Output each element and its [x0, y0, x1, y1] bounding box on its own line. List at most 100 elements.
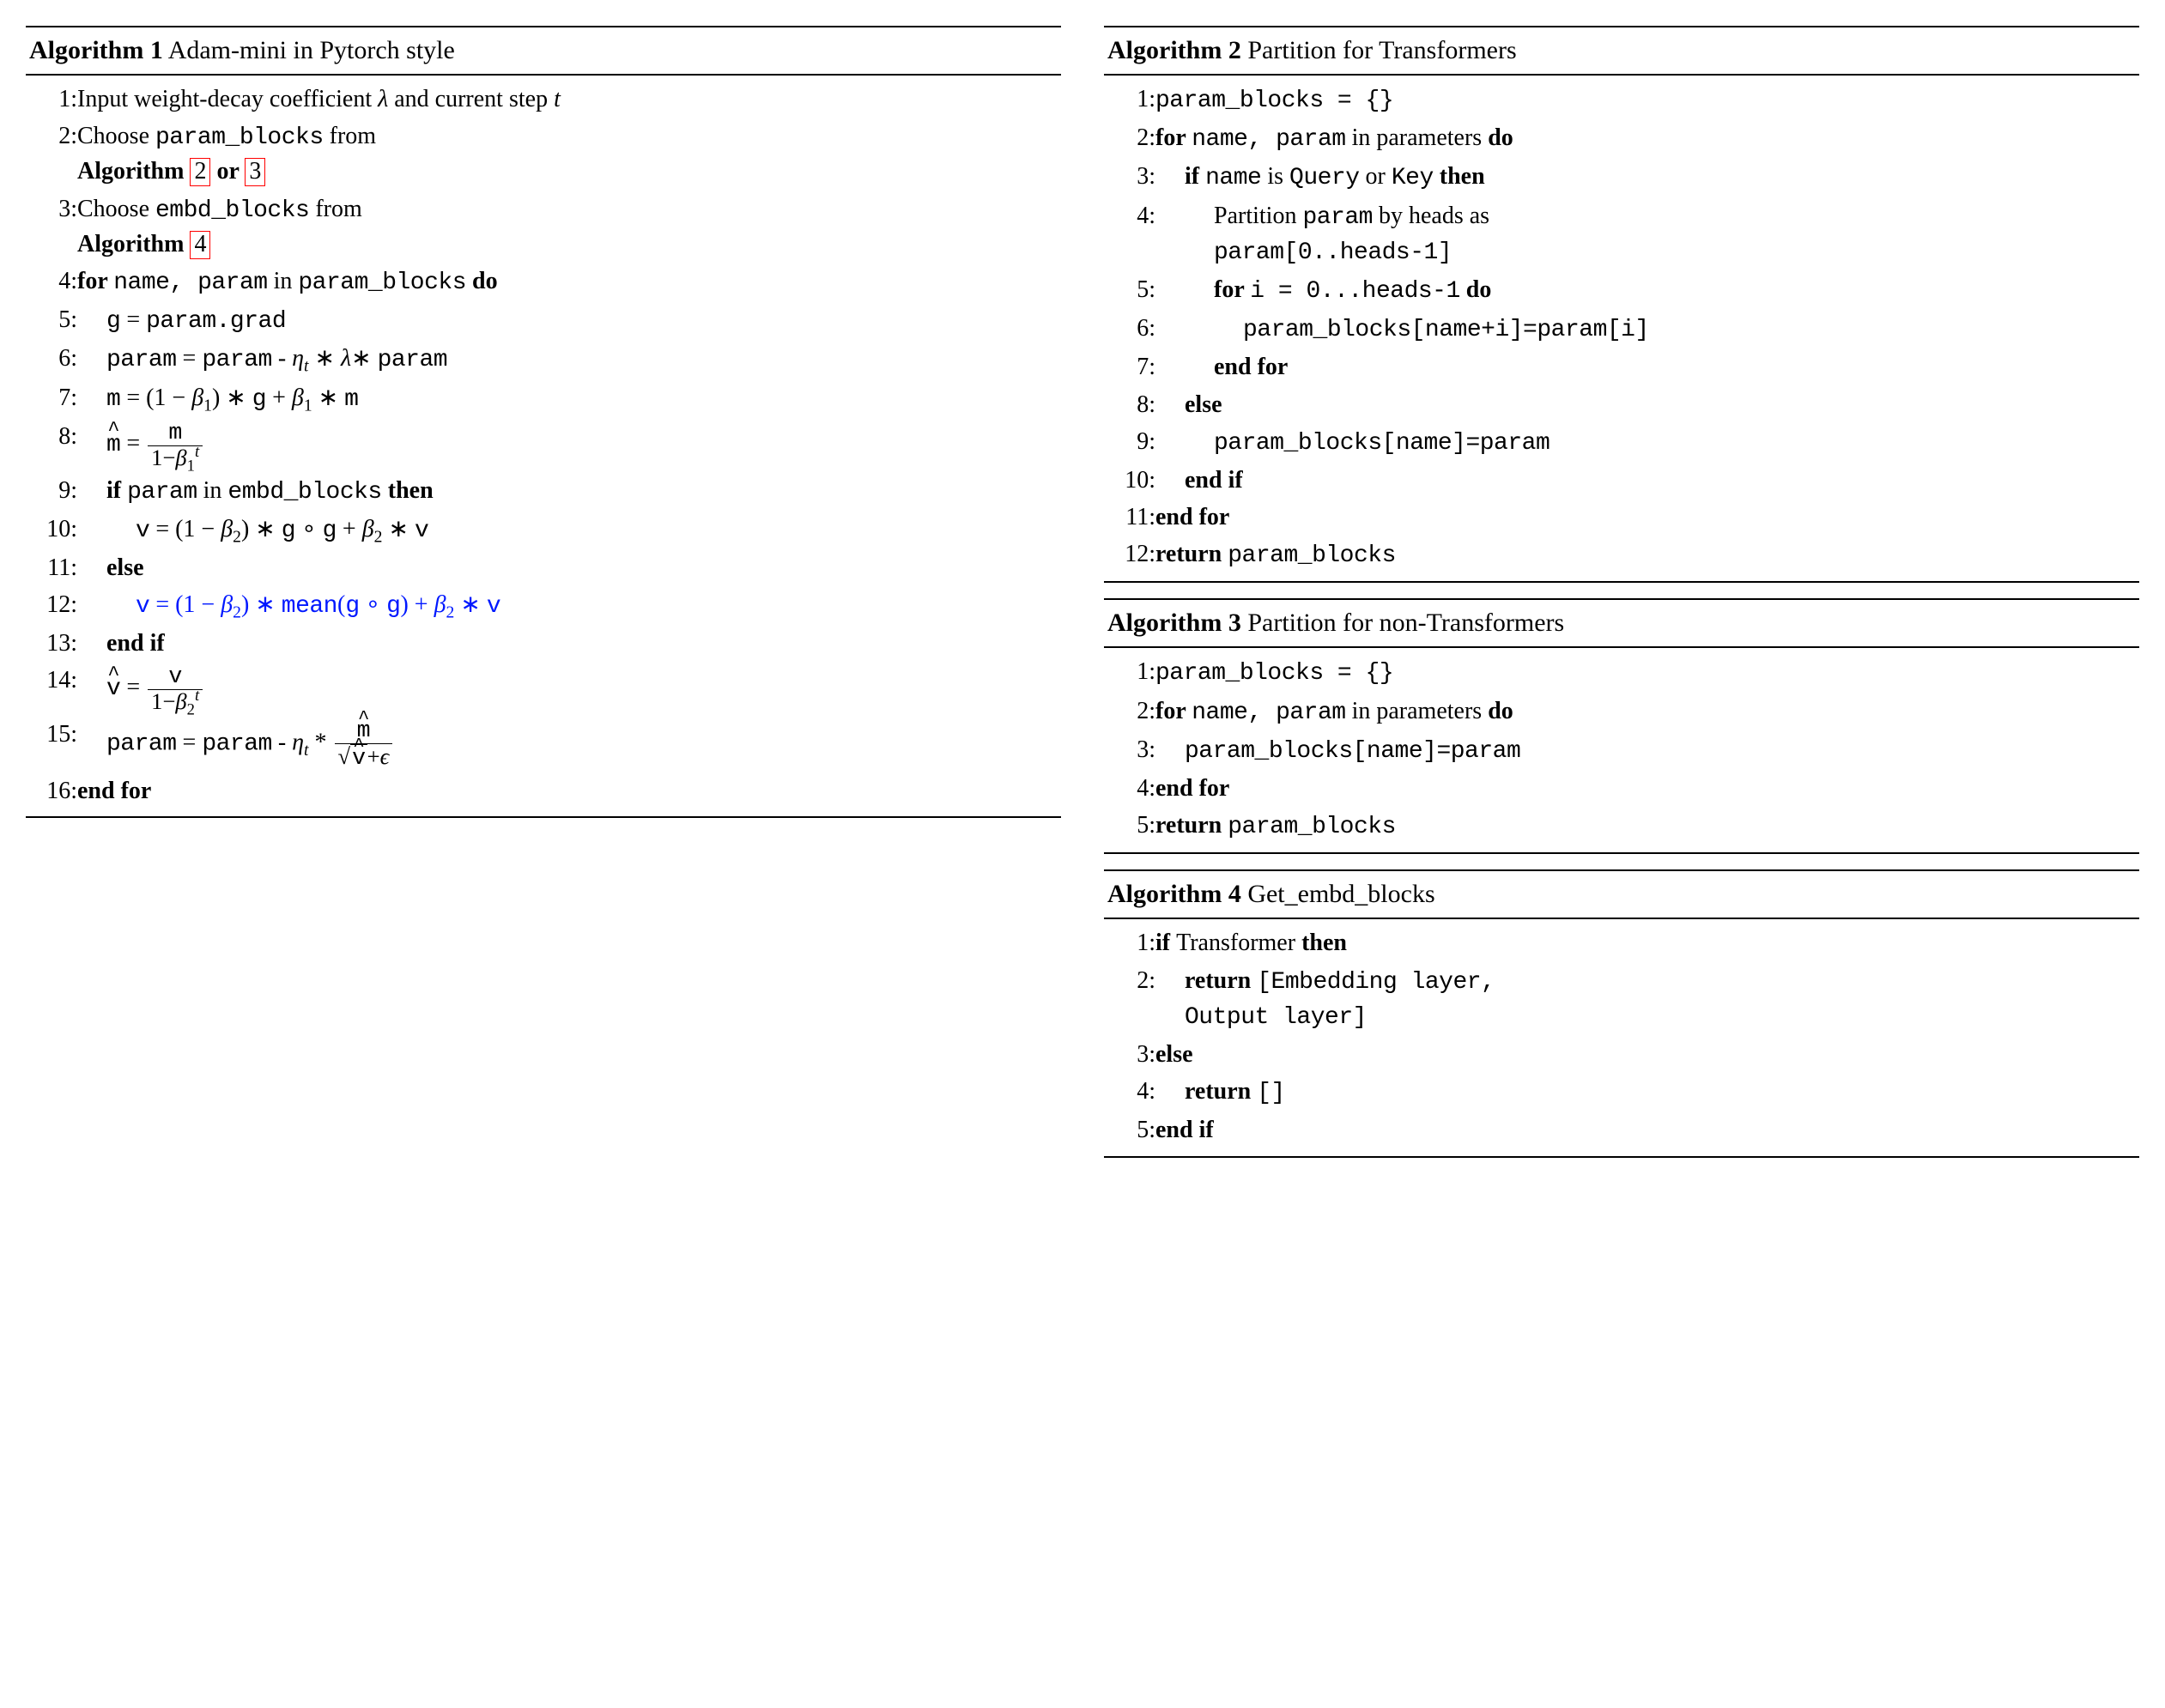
line-content: if param in embd_blocks then: [77, 472, 1058, 511]
ref-link-3[interactable]: 3: [245, 158, 265, 186]
code: param_blocks = {}: [1155, 88, 1393, 114]
line-number: 9:: [29, 472, 77, 511]
line-number: 2:: [29, 118, 77, 190]
kw-for: for: [1155, 698, 1192, 724]
line-content: g = param.grad: [77, 301, 1058, 340]
algo1-line-9: 9: if param in embd_blocks then: [29, 472, 1058, 511]
line-number: 9:: [1107, 423, 1155, 462]
ref-link-4[interactable]: 4: [190, 231, 210, 259]
code: param: [1276, 700, 1346, 726]
algo1-body: 1: Input weight-decay coefficient λ and …: [26, 76, 1061, 816]
rule-bottom: [1104, 581, 2139, 583]
algo4-line-3: 3:else: [1107, 1036, 2136, 1073]
line-number: 3:: [1107, 1036, 1155, 1073]
code-query: Query: [1289, 165, 1360, 191]
code: param.grad: [146, 308, 286, 335]
kw-else: else: [1155, 388, 1222, 421]
line-content: end for: [1155, 348, 2136, 385]
highlighted-line: v = (1 − β2) ∗ mean(g ∘ g) + β2 ∗ v: [77, 588, 500, 623]
kw-for: for: [1155, 124, 1192, 151]
text: in parameters: [1346, 124, 1489, 151]
code-param-blocks: param_blocks: [155, 124, 324, 151]
line-number: 1:: [1107, 81, 1155, 119]
algo4-body: 1:if Transformer then 2:return [Embeddin…: [1104, 919, 2139, 1155]
kw-if: if: [1155, 930, 1176, 956]
indent: g = param.grad: [77, 303, 286, 338]
line-number: 1:: [1107, 653, 1155, 692]
line-content: param_blocks[name]=param: [1155, 731, 2136, 770]
code: g: [252, 386, 266, 413]
right-column: Algorithm 2 Partition for Transformers 1…: [1104, 26, 2139, 1173]
text: +: [409, 591, 434, 618]
algo4-line-2: 2:return [Embedding layer,Output layer]: [1107, 962, 2136, 1036]
frac-den: 1−: [151, 445, 175, 470]
rule-bottom: [1104, 852, 2139, 854]
line-number: 4:: [1107, 197, 1155, 271]
algo3-steps: 1:param_blocks = {} 2:for name, param in…: [1107, 653, 2136, 845]
kw-endfor: end for: [1155, 504, 1229, 530]
code: g: [323, 518, 337, 544]
symbol-lambda: λ: [341, 345, 351, 372]
kw-do: do: [1460, 276, 1492, 303]
algorithm-2: Algorithm 2 Partition for Transformers 1…: [1104, 26, 2139, 583]
code: v: [415, 518, 428, 544]
line-number: 11:: [1107, 499, 1155, 536]
algo4-label: Algorithm 4: [1107, 880, 1241, 908]
code: param: [1302, 204, 1373, 231]
text: in: [268, 268, 299, 294]
indent: m = m1−β1t: [77, 420, 204, 470]
text: +: [367, 743, 380, 769]
line-number: 4:: [29, 263, 77, 301]
algo3-line-2: 2:for name, param in parameters do: [1107, 693, 2136, 731]
text: Transformer: [1176, 930, 1301, 956]
kw-do: do: [1488, 698, 1513, 724]
text: -: [272, 345, 292, 372]
indent: return []: [1155, 1075, 1285, 1110]
algo1-line-1: 1: Input weight-decay coefficient λ and …: [29, 81, 1058, 118]
indent: param = param - ηt ∗ λ∗ param: [77, 342, 447, 377]
kw-else: else: [1155, 1041, 1193, 1068]
line-number: 7:: [29, 379, 77, 418]
algo1-line-10: 10: v = (1 − β2) ∗ g ∘ g + β2 ∗ v: [29, 511, 1058, 549]
line-content: return []: [1155, 1073, 2136, 1111]
line-number: 1:: [29, 81, 77, 118]
text: ∗: [351, 345, 377, 372]
code: param_blocks[name+i]=param[i]: [1155, 313, 1649, 347]
rule-bottom: [1104, 1156, 2139, 1158]
code: g: [106, 308, 120, 335]
code: param[0..heads-1]: [1155, 236, 1452, 270]
line-content: param_blocks[name]=param: [1155, 423, 2136, 462]
algo3-title-row: Algorithm 3 Partition for non-Transforme…: [1104, 600, 2139, 648]
code: g: [345, 593, 359, 620]
symbol-lambda: λ: [378, 86, 388, 112]
algo1-line-12: 12: v = (1 − β2) ∗ mean(g ∘ g) + β2 ∗ v: [29, 586, 1058, 625]
code: v: [136, 518, 149, 544]
text: -: [272, 730, 292, 756]
algo1-line-5: 5: g = param.grad: [29, 301, 1058, 340]
code: m: [106, 386, 120, 413]
line-number: 8:: [1107, 386, 1155, 423]
algo2-body: 1:param_blocks = {} 2:for name, param in…: [1104, 76, 2139, 581]
code: param: [106, 731, 177, 758]
text: ) ∗: [241, 516, 282, 542]
text: =: [177, 345, 203, 372]
symbol-beta: β: [191, 385, 203, 411]
line-number: 5:: [1107, 271, 1155, 310]
ref-link-2[interactable]: 2: [190, 158, 210, 186]
frac-den: 1−: [151, 688, 175, 714]
line-number: 12:: [29, 586, 77, 625]
line-content: end if: [77, 625, 1058, 662]
code: param_blocks = {}: [1155, 660, 1393, 687]
algorithm-3: Algorithm 3 Partition for non-Transforme…: [1104, 598, 2139, 854]
line-content: param_blocks[name+i]=param[i]: [1155, 310, 2136, 348]
code-embd-blocks: embd_blocks: [155, 197, 309, 224]
code: param: [127, 479, 197, 506]
line-number: 2:: [1107, 962, 1155, 1036]
code: v: [136, 593, 149, 620]
code: param: [202, 347, 272, 373]
sup-t: t: [195, 443, 199, 461]
indent: m = (1 − β1) ∗ g + β1 ∗ m: [77, 381, 358, 416]
text: ∗: [309, 345, 341, 372]
line-content: return param_blocks: [1155, 807, 2136, 845]
text: =: [120, 430, 146, 457]
